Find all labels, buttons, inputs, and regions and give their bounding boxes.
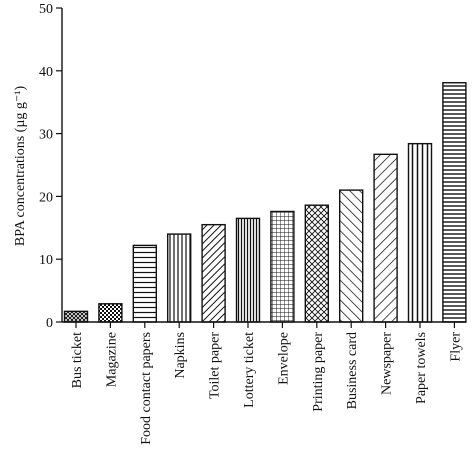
- x-category-label: Envelope: [276, 332, 291, 385]
- y-axis-title: BPA concentrations (µg g⁻¹): [13, 86, 28, 247]
- bar-toilet-paper: [201, 223, 226, 323]
- x-category-label: Printing paper: [311, 332, 326, 412]
- bar-envelope: [270, 210, 295, 323]
- x-category-label: Business card: [345, 332, 360, 409]
- bar-magazine: [98, 303, 123, 323]
- y-ticks: 0 10 20 30 40 50: [39, 2, 62, 331]
- x-category-label: Food contact papers: [139, 332, 154, 445]
- x-category-label: Paper towels: [414, 332, 429, 404]
- y-tick-label: 50: [39, 2, 53, 17]
- bar-business-card: [339, 189, 364, 323]
- bar-paper-towels: [407, 142, 433, 323]
- x-category-label: Flyer: [448, 332, 463, 362]
- bar-bus-ticket: [63, 310, 89, 323]
- y-tick-label: 30: [39, 128, 53, 143]
- x-category-label: Magazine: [104, 332, 119, 387]
- bar-food-contact-papers: [132, 244, 158, 323]
- x-category-label: Toilet paper: [208, 332, 223, 399]
- y-tick-label: 10: [39, 253, 53, 268]
- x-category-label: Newspaper: [380, 332, 395, 395]
- bar-flyer: [442, 82, 467, 323]
- bars-layer: [63, 82, 467, 323]
- x-category-label: Napkins: [173, 332, 188, 379]
- bar-printing-paper: [304, 204, 329, 323]
- y-tick-label: 20: [39, 190, 53, 205]
- bar-napkins: [166, 233, 192, 323]
- bar-newspaper: [373, 153, 398, 323]
- x-category-label: Bus ticket: [70, 332, 85, 388]
- y-tick-label: 0: [46, 316, 53, 331]
- x-category-labels: Bus ticket Magazine Food contact papers Nap…: [70, 322, 463, 445]
- x-category-label: Lottery ticket: [242, 332, 257, 408]
- y-tick-label: 40: [39, 65, 53, 80]
- bar-lottery-ticket: [235, 217, 261, 323]
